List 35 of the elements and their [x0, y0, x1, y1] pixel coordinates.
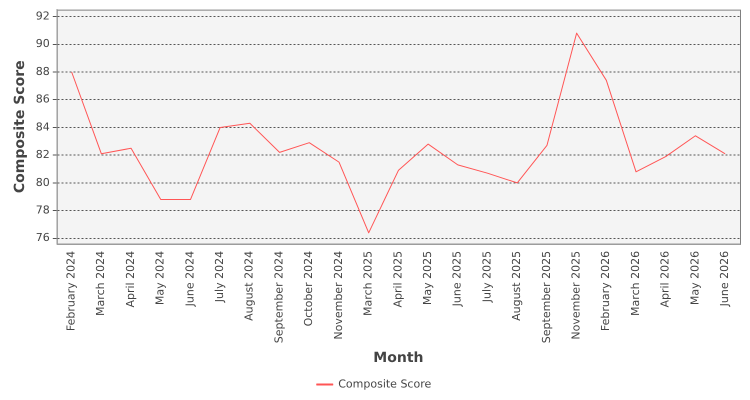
x-tick-label: April 2026 [658, 250, 672, 308]
y-tick-label: 82 [36, 148, 50, 162]
x-tick-label: April 2024 [124, 250, 137, 308]
y-tick-label: 86 [36, 92, 50, 106]
x-tick-label: June 2025 [450, 250, 464, 308]
legend-label: Composite Score [338, 377, 432, 390]
y-tick-label: 92 [36, 9, 50, 22]
x-tick-label: February 2026 [599, 250, 612, 332]
x-tick-label: March 2026 [628, 250, 642, 316]
x-tick-label: March 2024 [94, 250, 108, 316]
x-tick-label: September 2024 [272, 250, 286, 344]
x-tick-label: June 2026 [718, 250, 732, 308]
x-tick-label: August 2025 [510, 250, 524, 321]
x-tick-label: March 2025 [362, 250, 375, 316]
x-tick-label: May 2025 [420, 250, 434, 306]
x-tick-label: April 2025 [391, 250, 404, 308]
y-tick-label: 90 [36, 37, 50, 50]
x-tick-label: June 2024 [183, 250, 196, 308]
x-axis-title: Month [373, 350, 424, 366]
y-tick-label: 76 [36, 231, 50, 244]
y-tick-label: 80 [36, 176, 50, 189]
x-tick-label: November 2024 [332, 250, 345, 340]
x-tick-label: October 2024 [302, 250, 316, 326]
x-tick-label: February 2024 [64, 250, 78, 332]
x-tick-label: July 2025 [480, 250, 494, 304]
x-tick-label: September 2025 [540, 250, 553, 344]
y-tick-label: 88 [36, 64, 50, 78]
x-tick-label: May 2024 [154, 250, 167, 306]
y-axis-title: Composite Score [12, 60, 28, 194]
y-tick-label: 84 [36, 120, 50, 134]
x-tick-label: July 2024 [213, 250, 226, 304]
x-tick-label: May 2026 [688, 250, 702, 306]
x-tick-label: August 2024 [242, 250, 256, 321]
y-tick-label: 78 [36, 203, 50, 216]
x-tick-label: November 2025 [569, 250, 582, 340]
